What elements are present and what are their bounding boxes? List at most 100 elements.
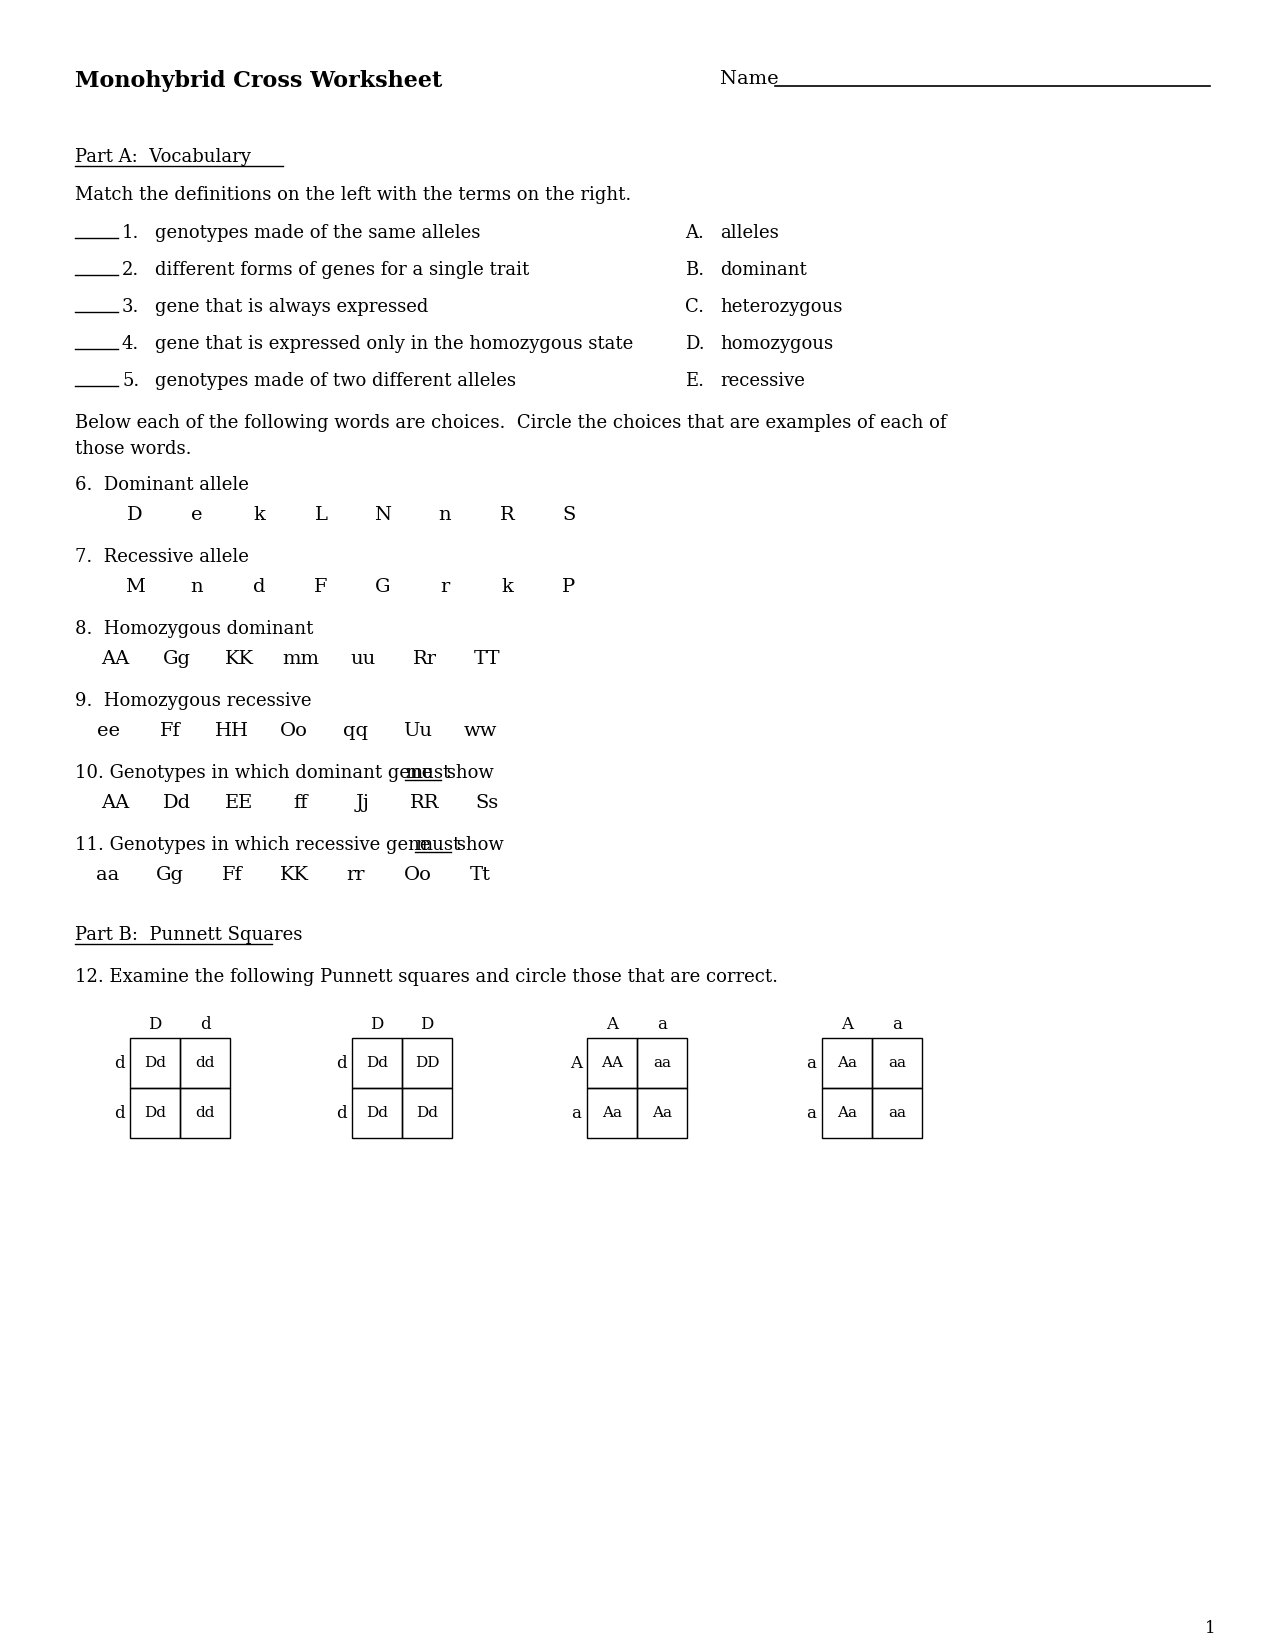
Text: a: a <box>657 1016 667 1033</box>
Text: uu: uu <box>351 650 376 668</box>
Text: L: L <box>315 507 328 525</box>
Text: Name: Name <box>720 69 785 87</box>
Text: Below each of the following words are choices.  Circle the choices that are exam: Below each of the following words are ch… <box>75 414 946 432</box>
Text: 1.: 1. <box>122 224 139 243</box>
Text: Oo: Oo <box>280 723 309 739</box>
Bar <box>180 1087 230 1138</box>
Text: d: d <box>335 1104 347 1122</box>
Text: genotypes made of two different alleles: genotypes made of two different alleles <box>156 371 516 389</box>
Text: G: G <box>375 578 390 596</box>
Text: KK: KK <box>279 866 309 884</box>
Text: a: a <box>806 1104 816 1122</box>
Text: Uu: Uu <box>403 723 432 739</box>
Bar <box>638 1038 687 1087</box>
Text: Part A:  Vocabulary: Part A: Vocabulary <box>75 148 251 167</box>
Bar <box>822 1038 872 1087</box>
Text: Oo: Oo <box>404 866 432 884</box>
Text: genotypes made of the same alleles: genotypes made of the same alleles <box>156 224 481 243</box>
Text: Dd: Dd <box>416 1106 439 1120</box>
Text: Gg: Gg <box>156 866 184 884</box>
Bar <box>180 1038 230 1087</box>
Bar <box>402 1038 453 1087</box>
Text: Tt: Tt <box>469 866 491 884</box>
Text: ww: ww <box>463 723 497 739</box>
Text: show: show <box>441 764 493 782</box>
Text: Ss: Ss <box>476 794 499 812</box>
Bar <box>402 1087 453 1138</box>
Bar <box>352 1038 402 1087</box>
Text: homozygous: homozygous <box>720 335 833 353</box>
Text: dd: dd <box>195 1106 214 1120</box>
Text: D: D <box>148 1016 162 1033</box>
Text: aa: aa <box>653 1056 671 1069</box>
Text: must: must <box>414 837 460 855</box>
Text: M: M <box>125 578 145 596</box>
Text: ff: ff <box>293 794 309 812</box>
Text: Aa: Aa <box>836 1106 857 1120</box>
Text: EE: EE <box>224 794 254 812</box>
Text: A: A <box>606 1016 618 1033</box>
Text: a: a <box>806 1054 816 1071</box>
Text: Aa: Aa <box>602 1106 622 1120</box>
Bar <box>872 1038 922 1087</box>
Text: k: k <box>252 507 265 525</box>
Text: Part B:  Punnett Squares: Part B: Punnett Squares <box>75 926 302 944</box>
Text: Aa: Aa <box>836 1056 857 1069</box>
Text: heterozygous: heterozygous <box>720 299 843 317</box>
Text: ee: ee <box>97 723 120 739</box>
Text: e: e <box>191 507 203 525</box>
Text: AA: AA <box>601 1056 623 1069</box>
Text: S: S <box>562 507 575 525</box>
Text: 8.  Homozygous dominant: 8. Homozygous dominant <box>75 620 314 639</box>
Text: gene that is always expressed: gene that is always expressed <box>156 299 428 317</box>
Text: C.: C. <box>685 299 704 317</box>
Text: F: F <box>314 578 328 596</box>
Text: those words.: those words. <box>75 441 191 459</box>
Text: Dd: Dd <box>366 1056 388 1069</box>
Text: 3.: 3. <box>122 299 139 317</box>
Text: dominant: dominant <box>720 261 807 279</box>
Bar <box>872 1087 922 1138</box>
Text: aa: aa <box>887 1106 907 1120</box>
Text: D.: D. <box>685 335 705 353</box>
Bar <box>638 1087 687 1138</box>
Text: 6.  Dominant allele: 6. Dominant allele <box>75 475 249 493</box>
Text: 12. Examine the following Punnett squares and circle those that are correct.: 12. Examine the following Punnett square… <box>75 969 778 987</box>
Text: must: must <box>405 764 450 782</box>
Text: a: a <box>571 1104 581 1122</box>
Text: alleles: alleles <box>720 224 779 243</box>
Text: 1: 1 <box>1205 1620 1215 1637</box>
Text: AA: AA <box>101 794 129 812</box>
Text: A.: A. <box>685 224 704 243</box>
Text: Dd: Dd <box>366 1106 388 1120</box>
Text: d: d <box>252 578 265 596</box>
Text: d: d <box>335 1054 347 1071</box>
Text: Rr: Rr <box>413 650 437 668</box>
Bar <box>822 1087 872 1138</box>
Text: qq: qq <box>343 723 368 739</box>
Text: rr: rr <box>347 866 365 884</box>
Text: A: A <box>570 1054 581 1071</box>
Bar <box>586 1087 638 1138</box>
Text: E.: E. <box>685 371 704 389</box>
Text: TT: TT <box>474 650 500 668</box>
Text: RR: RR <box>411 794 440 812</box>
Text: d: d <box>200 1016 210 1033</box>
Bar <box>586 1038 638 1087</box>
Bar <box>130 1038 180 1087</box>
Text: show: show <box>451 837 504 855</box>
Text: Dd: Dd <box>144 1056 166 1069</box>
Text: 11. Genotypes in which recessive gene: 11. Genotypes in which recessive gene <box>75 837 436 855</box>
Text: AA: AA <box>101 650 129 668</box>
Text: aa: aa <box>97 866 120 884</box>
Text: Dd: Dd <box>163 794 191 812</box>
Text: D: D <box>128 507 143 525</box>
Text: n: n <box>191 578 203 596</box>
Text: recessive: recessive <box>720 371 805 389</box>
Text: Dd: Dd <box>144 1106 166 1120</box>
Text: aa: aa <box>887 1056 907 1069</box>
Text: D: D <box>370 1016 384 1033</box>
Text: r: r <box>440 578 450 596</box>
Text: B.: B. <box>685 261 704 279</box>
Text: 2.: 2. <box>122 261 139 279</box>
